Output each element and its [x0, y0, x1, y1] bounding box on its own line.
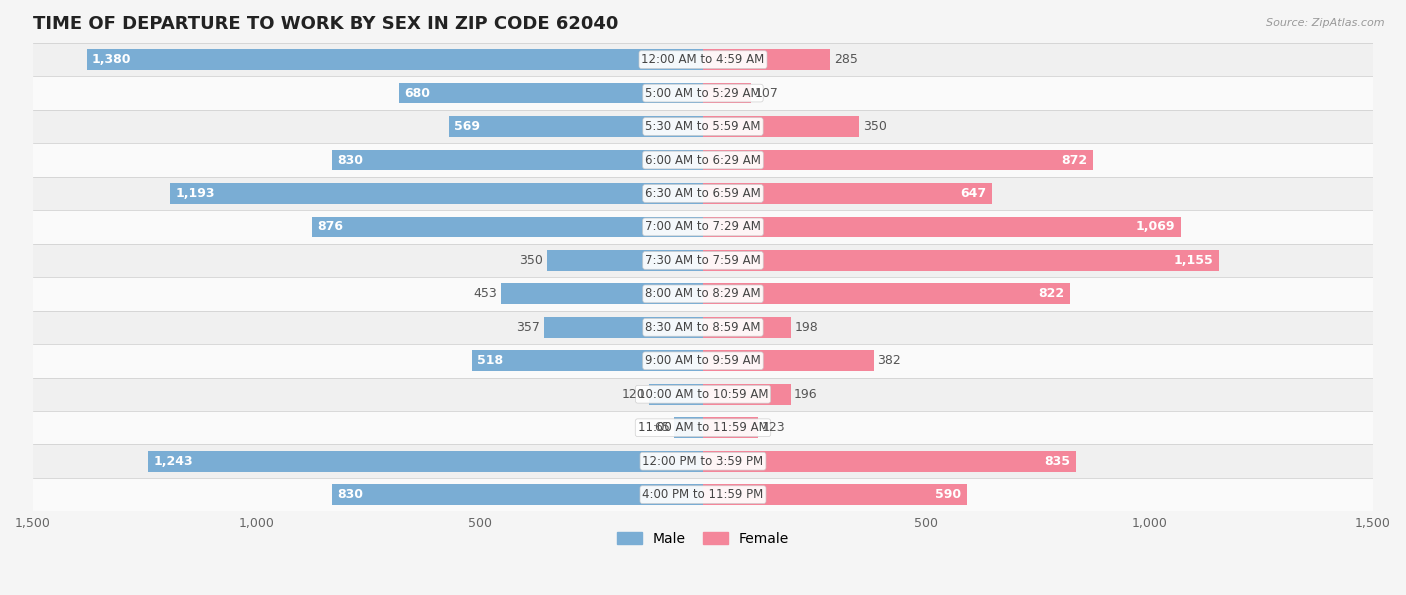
Text: 10:00 AM to 10:59 AM: 10:00 AM to 10:59 AM	[638, 388, 768, 401]
Bar	[449, 116, 703, 137]
Bar	[332, 484, 703, 505]
Text: 350: 350	[519, 254, 543, 267]
Text: 835: 835	[1045, 455, 1070, 468]
Bar	[703, 217, 1181, 237]
Text: 590: 590	[935, 488, 962, 501]
Bar	[32, 177, 1374, 210]
Bar	[703, 283, 1070, 304]
Text: 822: 822	[1039, 287, 1064, 300]
Bar	[650, 384, 703, 405]
Text: 1,193: 1,193	[176, 187, 215, 200]
Text: 382: 382	[877, 354, 901, 367]
Text: 830: 830	[337, 154, 364, 167]
Bar	[32, 143, 1374, 177]
Text: 357: 357	[516, 321, 540, 334]
Text: 453: 453	[474, 287, 498, 300]
Text: 4:00 PM to 11:59 PM: 4:00 PM to 11:59 PM	[643, 488, 763, 501]
Bar	[703, 451, 1076, 472]
Text: 680: 680	[405, 87, 430, 99]
Text: 7:00 AM to 7:29 AM: 7:00 AM to 7:29 AM	[645, 220, 761, 233]
Bar	[703, 183, 993, 204]
Text: 12:00 PM to 3:59 PM: 12:00 PM to 3:59 PM	[643, 455, 763, 468]
Text: 285: 285	[834, 53, 858, 66]
Text: 6:30 AM to 6:59 AM: 6:30 AM to 6:59 AM	[645, 187, 761, 200]
Text: 647: 647	[960, 187, 987, 200]
Text: 9:00 AM to 9:59 AM: 9:00 AM to 9:59 AM	[645, 354, 761, 367]
Text: 5:00 AM to 5:29 AM: 5:00 AM to 5:29 AM	[645, 87, 761, 99]
Text: 12:00 AM to 4:59 AM: 12:00 AM to 4:59 AM	[641, 53, 765, 66]
Bar	[703, 250, 1219, 271]
Text: 872: 872	[1062, 154, 1087, 167]
Text: 120: 120	[621, 388, 645, 401]
Text: 1,155: 1,155	[1174, 254, 1213, 267]
Bar	[501, 283, 703, 304]
Text: 107: 107	[755, 87, 779, 99]
Text: 198: 198	[794, 321, 818, 334]
Bar	[87, 49, 703, 70]
Bar	[703, 83, 751, 104]
Bar	[703, 49, 831, 70]
Text: 830: 830	[337, 488, 364, 501]
Bar	[703, 417, 758, 438]
Text: 7:30 AM to 7:59 AM: 7:30 AM to 7:59 AM	[645, 254, 761, 267]
Bar	[32, 311, 1374, 344]
Text: 569: 569	[454, 120, 481, 133]
Text: 1,069: 1,069	[1136, 220, 1175, 233]
Bar	[32, 377, 1374, 411]
Bar	[312, 217, 703, 237]
Bar	[32, 244, 1374, 277]
Text: 65: 65	[655, 421, 671, 434]
Bar	[32, 277, 1374, 311]
Bar	[703, 116, 859, 137]
Bar	[32, 344, 1374, 377]
Text: 5:30 AM to 5:59 AM: 5:30 AM to 5:59 AM	[645, 120, 761, 133]
Text: 123: 123	[762, 421, 785, 434]
Bar	[703, 350, 873, 371]
Text: 1,380: 1,380	[91, 53, 131, 66]
Bar	[703, 317, 792, 338]
Bar	[32, 478, 1374, 511]
Bar	[32, 444, 1374, 478]
Text: Source: ZipAtlas.com: Source: ZipAtlas.com	[1267, 18, 1385, 28]
Legend: Male, Female: Male, Female	[612, 526, 794, 552]
Bar	[673, 417, 703, 438]
Bar	[399, 83, 703, 104]
Text: TIME OF DEPARTURE TO WORK BY SEX IN ZIP CODE 62040: TIME OF DEPARTURE TO WORK BY SEX IN ZIP …	[32, 15, 619, 33]
Bar	[703, 484, 966, 505]
Bar	[148, 451, 703, 472]
Bar	[547, 250, 703, 271]
Bar	[32, 76, 1374, 110]
Bar	[544, 317, 703, 338]
Text: 350: 350	[863, 120, 887, 133]
Bar	[32, 110, 1374, 143]
Bar	[703, 384, 790, 405]
Text: 1,243: 1,243	[153, 455, 193, 468]
Text: 6:00 AM to 6:29 AM: 6:00 AM to 6:29 AM	[645, 154, 761, 167]
Bar	[471, 350, 703, 371]
Text: 876: 876	[316, 220, 343, 233]
Bar	[332, 149, 703, 170]
Text: 196: 196	[794, 388, 818, 401]
Bar	[703, 149, 1092, 170]
Text: 8:30 AM to 8:59 AM: 8:30 AM to 8:59 AM	[645, 321, 761, 334]
Bar	[32, 210, 1374, 244]
Bar	[32, 43, 1374, 76]
Bar	[32, 411, 1374, 444]
Bar	[170, 183, 703, 204]
Text: 11:00 AM to 11:59 AM: 11:00 AM to 11:59 AM	[638, 421, 768, 434]
Text: 518: 518	[477, 354, 503, 367]
Text: 8:00 AM to 8:29 AM: 8:00 AM to 8:29 AM	[645, 287, 761, 300]
